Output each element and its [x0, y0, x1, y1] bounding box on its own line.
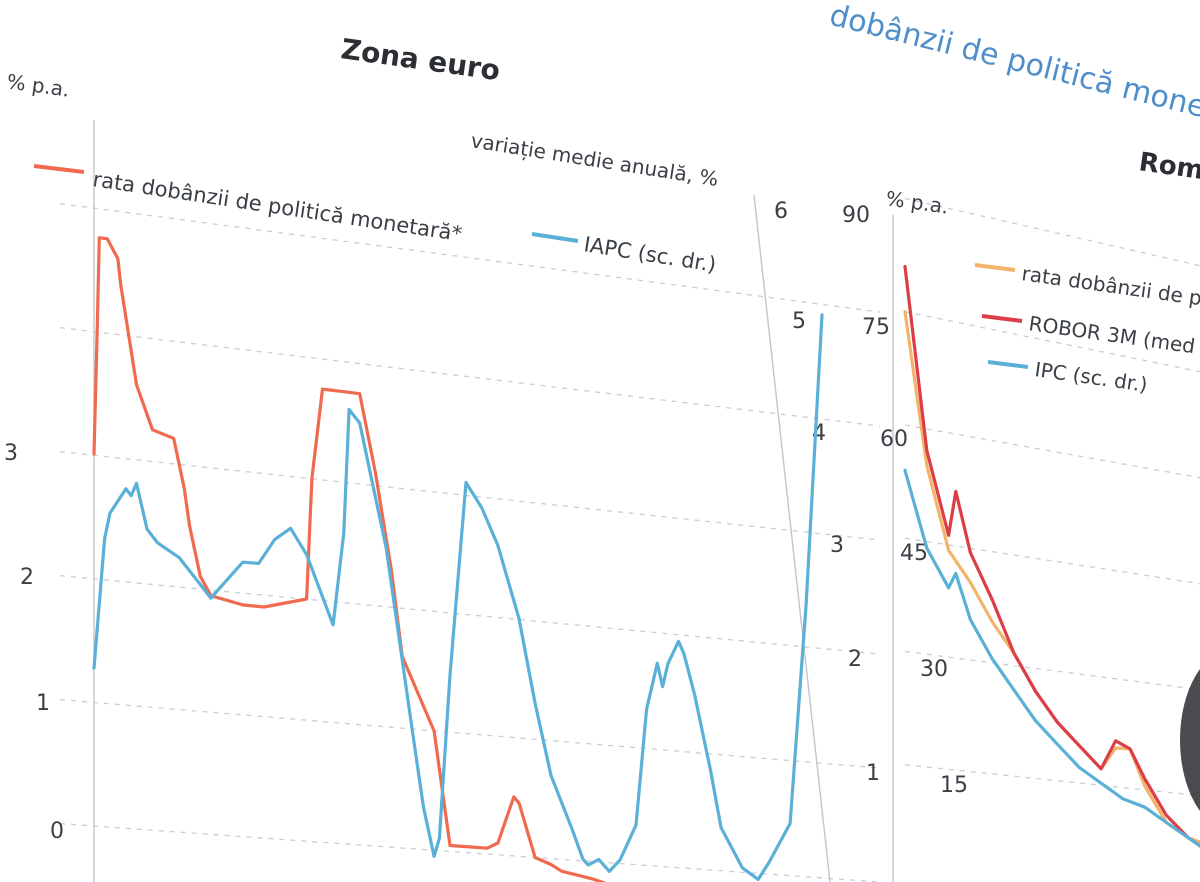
legend-swatch-iapc [531, 232, 579, 243]
left-chart-right-axis [753, 194, 831, 882]
right-chart-title: Romă [1137, 147, 1200, 188]
gridline [59, 574, 881, 655]
gridline [59, 698, 881, 769]
left-chart-title: Zona euro [339, 32, 502, 87]
gridline [904, 537, 1200, 585]
left-tick-label: 2 [20, 565, 34, 590]
right-tick-label: 3 [830, 533, 844, 558]
right-chart-left-unit: % p.a. [884, 186, 950, 219]
left-chart-gridlines [59, 202, 881, 882]
right-tick-label: 2 [848, 647, 862, 672]
left-tick-label: 0 [50, 819, 64, 844]
legend-label-robor: ROBOR 3M (med [1027, 311, 1196, 358]
ro-tick-label: 75 [862, 315, 890, 340]
right-chart-series [903, 264, 1200, 848]
gridline [904, 197, 1200, 267]
right-tick-label: 5 [792, 309, 806, 334]
series-line-robor [903, 264, 1200, 848]
legend-label-policy-rate: rata dobânzii de politică monetară* [91, 167, 463, 246]
series-line-ro-policy-rate [903, 310, 1200, 844]
left-tick-label: 3 [4, 441, 18, 466]
legend-swatch-ipc [987, 360, 1029, 369]
left-chart-left-unit: % p.a. [5, 69, 71, 102]
legend-label-iapc: IAPC (sc. dr.) [582, 232, 718, 277]
gridline [904, 424, 1200, 479]
series-line-ipc [903, 468, 1200, 848]
legend-swatch-robor [981, 314, 1023, 323]
legend-label-ipc: IPC (sc. dr.) [1033, 357, 1149, 397]
legend-swatch-policy-rate [33, 164, 85, 174]
left-chart-series [92, 236, 824, 882]
series-line-policy-rate [92, 236, 607, 882]
ro-tick-label: 15 [940, 773, 968, 798]
right-tick-label: 1 [866, 761, 880, 786]
gridline [59, 450, 881, 541]
ro-tick-label: 90 [842, 203, 870, 228]
series-line-iapc [92, 313, 824, 882]
left-chart-right-unit: variație medie anuală, % [469, 128, 720, 191]
legend-label-ro-policy-rate: rata dobânzii de p [1020, 261, 1200, 310]
right-tick-label: 6 [774, 199, 788, 224]
gridline [904, 650, 1200, 691]
dark-corner-shape [1180, 669, 1200, 811]
legend-swatch-ro-policy-rate [974, 263, 1016, 272]
ro-tick-label: 45 [900, 541, 928, 566]
gridline [59, 822, 881, 882]
ro-tick-label: 60 [880, 427, 908, 452]
left-tick-label: 1 [36, 691, 50, 716]
ro-tick-label: 30 [920, 657, 948, 682]
header-fragment: dobânzii de politică monetară [826, 0, 1200, 140]
gridline [59, 326, 881, 427]
